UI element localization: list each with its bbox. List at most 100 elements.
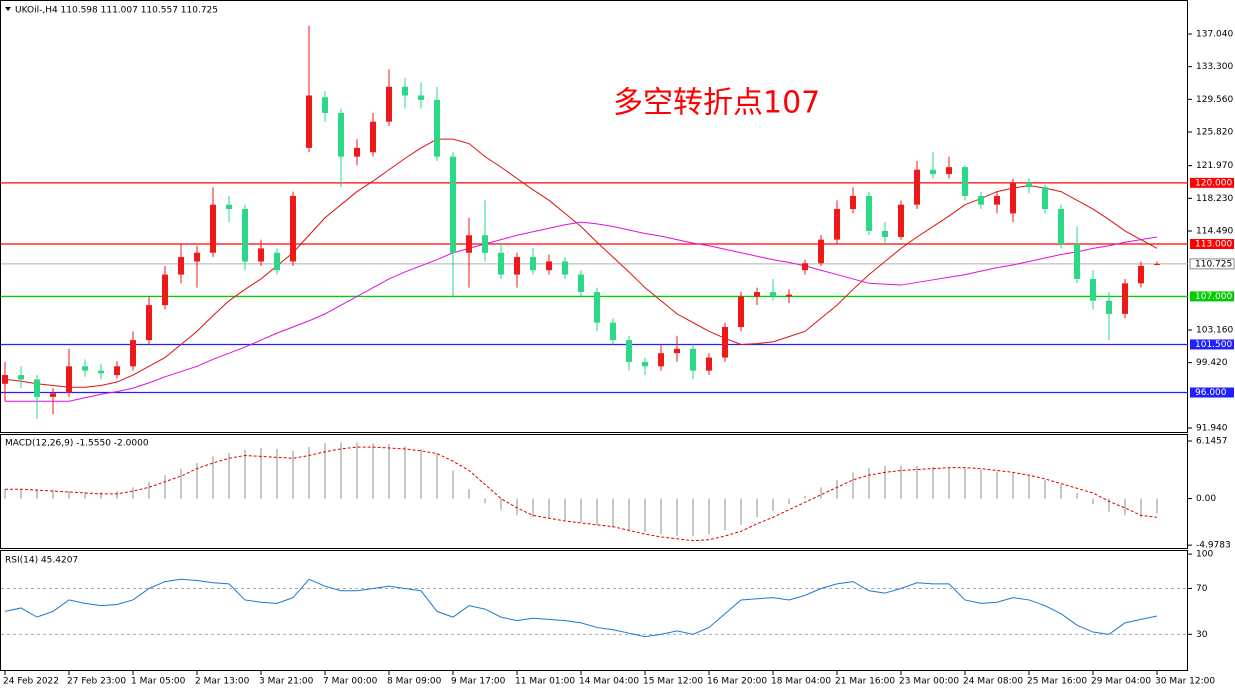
current-price-label: 110.725 (1195, 259, 1232, 269)
candle-body (2, 375, 8, 384)
candle-body (946, 167, 952, 175)
candle-body (626, 340, 632, 362)
x-tick-label: 24 Mar 08:00 (963, 677, 1023, 687)
candle-body (450, 156, 456, 253)
candle-body (514, 257, 520, 275)
level-label-bg (1190, 238, 1234, 249)
candle-body (466, 235, 472, 253)
candle-body (690, 348, 696, 371)
candle-body (850, 195, 856, 210)
candle-body (1154, 263, 1160, 265)
x-tick-label: 21 Mar 16:00 (835, 677, 895, 687)
candle-body (418, 95, 424, 100)
candle-body (770, 292, 776, 297)
candle-body (1106, 300, 1112, 314)
level-label-bg (1190, 387, 1234, 398)
y-tick-label: 6.1457 (1196, 437, 1228, 447)
x-tick-label: 14 Mar 04:00 (579, 677, 639, 687)
candle-body (994, 195, 1000, 205)
candle-body (594, 292, 600, 323)
candle-body (498, 252, 504, 275)
rsi-panel (0, 550, 1188, 671)
candle-body (402, 86, 408, 96)
candle-body (1042, 187, 1048, 210)
annotation: 多空转折点107 (613, 86, 820, 121)
y-tick-label: 103.160 (1196, 325, 1233, 335)
candle-body (658, 353, 664, 367)
x-tick-label: 16 Mar 20:00 (707, 677, 767, 687)
candle-body (114, 366, 120, 376)
level-label: 113.000 (1195, 239, 1232, 249)
x-tick-label: 8 Mar 09:00 (387, 677, 442, 687)
candle-body (738, 296, 744, 327)
y-tick-label: 118.230 (1196, 194, 1233, 204)
x-tick-label: 24 Feb 2022 (3, 677, 59, 687)
y-tick-label: 91.940 (1196, 423, 1228, 433)
level-label: 96.000 (1195, 388, 1227, 398)
candle-body (610, 322, 616, 341)
y-tick-label: 30 (1196, 630, 1208, 640)
candle-body (914, 169, 920, 205)
candle-body (82, 366, 88, 371)
candle-body (1138, 265, 1144, 284)
x-tick-label: 18 Mar 04:00 (771, 677, 831, 687)
x-tick-label: 23 Mar 00:00 (899, 677, 959, 687)
rsi-line (4, 578, 1158, 638)
candle-body (258, 248, 264, 262)
price-panel (0, 0, 1188, 433)
candle-body (434, 99, 440, 157)
x-tick-label: 29 Mar 04:00 (1091, 677, 1151, 687)
candle-body (978, 195, 984, 205)
candle-body (98, 370, 104, 374)
macd-signal (5, 446, 1158, 542)
candle-body (1058, 209, 1064, 244)
candle-body (66, 366, 72, 393)
x-tick-label: 7 Mar 00:00 (323, 677, 378, 687)
candle-body (818, 239, 824, 264)
candle-body (706, 357, 712, 371)
candle-body (194, 252, 200, 262)
menu-arrow (5, 7, 11, 11)
candle-body (674, 348, 680, 354)
candle-body (722, 326, 728, 358)
y-tick-label: 0.00 (1196, 494, 1216, 504)
macd-panel (0, 434, 1188, 549)
candle-body (1090, 278, 1096, 301)
candle-body (1074, 243, 1080, 279)
candle-body (1122, 283, 1128, 314)
candle-body (642, 361, 648, 367)
y-tick-label: 114.490 (1196, 226, 1233, 236)
candle-body (530, 257, 536, 271)
symbol-header: UKOil-,H4 110.598 111.007 110.557 110.72… (15, 6, 218, 16)
y-tick-label: 99.420 (1196, 358, 1228, 368)
candle-body (306, 95, 312, 148)
candle-body (354, 147, 360, 157)
candle-body (1010, 182, 1016, 214)
level-label-bg (1190, 177, 1234, 188)
candle-body (834, 209, 840, 240)
candle-body (930, 169, 936, 175)
candle-body (898, 204, 904, 238)
x-tick-label: 9 Mar 17:00 (451, 677, 506, 687)
candle-body (546, 261, 552, 271)
candle-body (178, 257, 184, 275)
x-tick-label: 2 Mar 13:00 (195, 677, 250, 687)
candle-body (754, 292, 760, 297)
candle-body (290, 195, 296, 262)
x-tick-label: 25 Mar 16:00 (1027, 677, 1087, 687)
candle-body (962, 167, 968, 196)
candle-body (866, 195, 872, 231)
y-tick-label: 137.040 (1196, 29, 1233, 39)
candle-body (578, 274, 584, 293)
y-tick-label: 70 (1196, 584, 1208, 594)
x-tick-label: 1 Mar 05:00 (131, 677, 186, 687)
y-tick-label: -4.9783 (1196, 541, 1231, 551)
x-tick-label: 27 Feb 23:00 (67, 677, 126, 687)
candle-body (210, 204, 216, 253)
candle-body (322, 97, 328, 113)
y-tick-label: 100 (1196, 550, 1213, 560)
candle-body (162, 274, 168, 306)
candle-body (802, 263, 808, 271)
rsi-header: RSI(14) 45.4207 (5, 556, 78, 566)
